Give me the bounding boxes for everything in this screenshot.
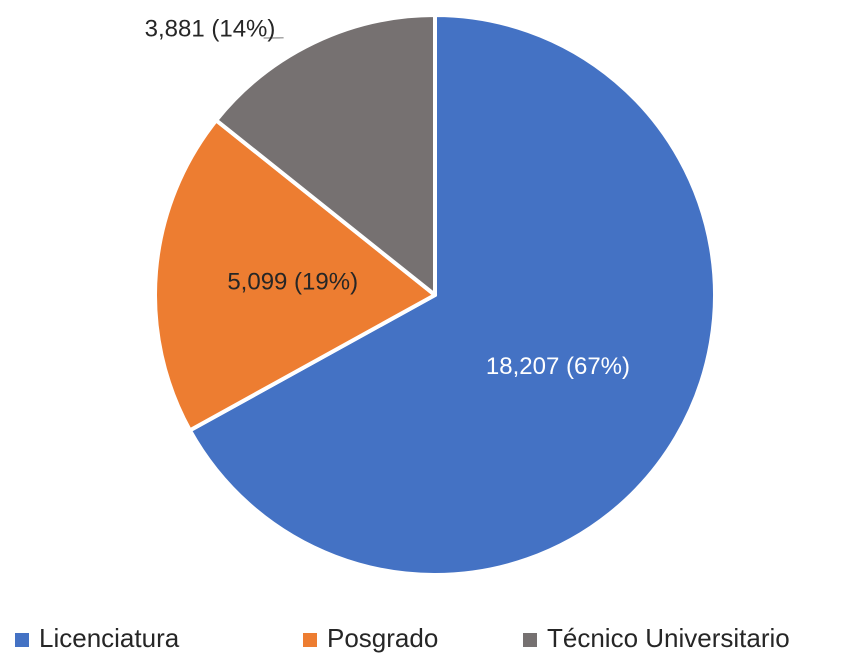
legend-label: Técnico Universitario [547, 623, 790, 653]
legend-swatch [303, 633, 317, 647]
data-label: 18,207 (67%) [486, 353, 630, 380]
pie-slice [187, 13, 717, 577]
legend-label: Licenciatura [39, 623, 180, 653]
legend-swatch [523, 633, 537, 647]
pie-slice [153, 118, 437, 433]
data-label: 3,881 (14%) [145, 15, 276, 42]
pie-slice [214, 13, 437, 297]
legend-swatch [15, 633, 29, 647]
legend-label: Posgrado [327, 623, 438, 653]
data-label: 5,099 (19%) [227, 268, 358, 295]
